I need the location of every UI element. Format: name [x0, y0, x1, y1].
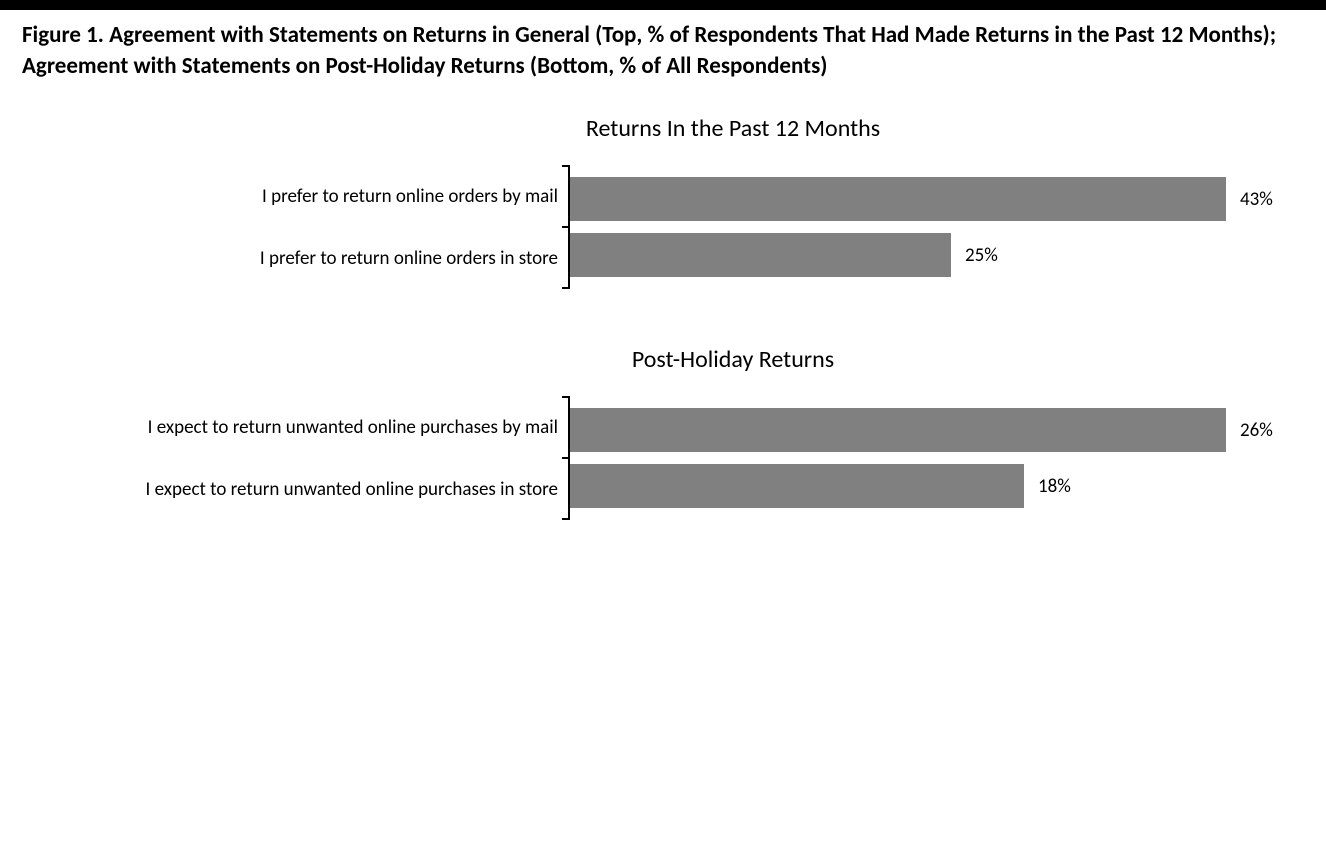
bar-label: I prefer to return online orders in stor…: [18, 230, 558, 286]
bars-area: 26% 18%: [570, 396, 1273, 520]
axis-tick: [562, 287, 570, 289]
axis-tick: [562, 518, 570, 520]
chart-title: Post-Holiday Returns: [18, 345, 1308, 374]
top-rule: [0, 0, 1326, 10]
chart-plot: I expect to return unwanted online purch…: [18, 396, 1308, 520]
chart-post-holiday-returns: Post-Holiday Returns I expect to return …: [18, 345, 1308, 520]
chart-returns-12-months: Returns In the Past 12 Months I prefer t…: [18, 114, 1308, 289]
y-axis-labels: I expect to return unwanted online purch…: [18, 396, 568, 520]
axis-tick: [562, 396, 570, 398]
bar: [570, 233, 951, 277]
bar-row: 26%: [570, 402, 1273, 458]
axis-tick: [562, 165, 570, 167]
bar: [570, 408, 1226, 452]
chart-title: Returns In the Past 12 Months: [18, 114, 1308, 143]
y-axis-labels: I prefer to return online orders by mail…: [18, 165, 568, 289]
bar-value: 18%: [1024, 475, 1071, 498]
figure-caption: Figure 1. Agreement with Statements on R…: [18, 20, 1308, 86]
bar: [570, 177, 1226, 221]
axis-tick: [562, 457, 570, 459]
bar-value: 26%: [1226, 419, 1273, 442]
bars-area: 43% 25%: [570, 165, 1273, 289]
axis-tick: [562, 226, 570, 228]
y-axis: [568, 396, 570, 520]
bar-value: 43%: [1226, 188, 1273, 211]
charts-container: Returns In the Past 12 Months I prefer t…: [18, 86, 1308, 520]
bar-row: 25%: [570, 227, 1273, 283]
bar-row: 43%: [570, 171, 1273, 227]
figure-page: Figure 1. Agreement with Statements on R…: [0, 0, 1326, 860]
bar-value: 25%: [951, 244, 998, 267]
y-axis: [568, 165, 570, 289]
bar-label: I prefer to return online orders by mail: [18, 168, 558, 224]
bar: [570, 464, 1024, 508]
bar-row: 18%: [570, 458, 1273, 514]
bar-label: I expect to return unwanted online purch…: [18, 399, 558, 455]
bar-label: I expect to return unwanted online purch…: [18, 461, 558, 517]
chart-plot: I prefer to return online orders by mail…: [18, 165, 1308, 289]
